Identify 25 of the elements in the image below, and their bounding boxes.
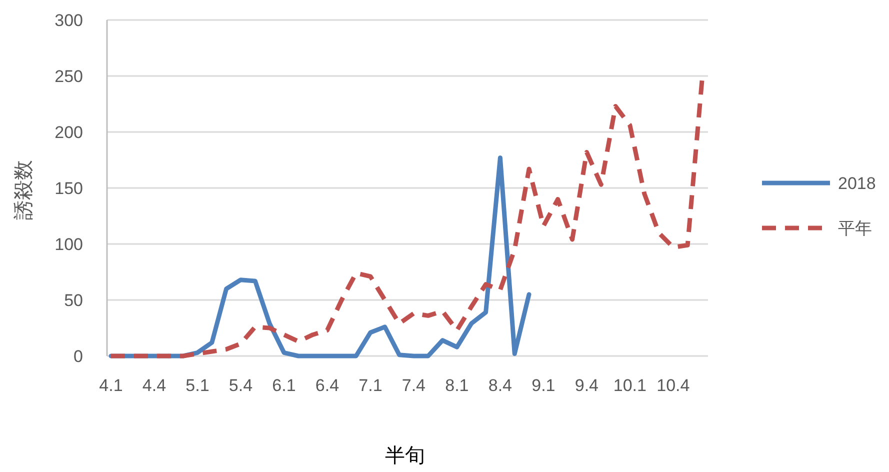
- x-tick-label: 6.4: [315, 376, 340, 395]
- x-tick-label: 10.4: [656, 376, 690, 395]
- y-tick-label: 150: [54, 179, 83, 198]
- x-tick-label: 4.1: [99, 376, 123, 395]
- legend-label: 2018: [838, 174, 876, 193]
- y-tick-label: 50: [64, 291, 83, 310]
- y-tick-label: 300: [54, 11, 83, 30]
- legend-label: 平年: [838, 219, 872, 238]
- x-tick-label: 10.1: [613, 376, 646, 395]
- x-tick-label: 5.1: [186, 376, 210, 395]
- x-tick-label: 8.1: [445, 376, 469, 395]
- x-tick-label: 7.4: [402, 376, 426, 395]
- x-tick-label: 7.1: [358, 376, 382, 395]
- x-tick-label: 8.4: [488, 376, 512, 395]
- y-tick-label: 250: [54, 67, 83, 86]
- y-tick-label: 200: [54, 123, 83, 142]
- x-tick-label: 4.4: [142, 376, 166, 395]
- y-axis-title: 誘殺数: [13, 160, 35, 220]
- y-tick-label: 100: [54, 235, 83, 254]
- x-tick-label: 9.4: [574, 376, 599, 395]
- y-tick-label: 0: [74, 347, 83, 366]
- x-tick-label: 6.1: [272, 376, 296, 395]
- x-tick-label: 9.1: [532, 376, 556, 395]
- x-tick-label: 5.4: [228, 376, 253, 395]
- x-axis-title: 半旬: [385, 445, 425, 467]
